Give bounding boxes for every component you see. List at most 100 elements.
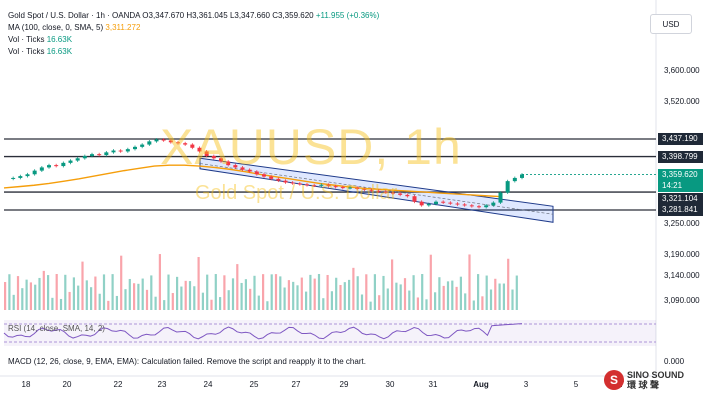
- candle-body: [211, 155, 216, 159]
- candle-body: [39, 167, 44, 171]
- volume-bar: [38, 277, 41, 310]
- volume-bar: [339, 284, 342, 310]
- high-value: H3,361.045: [186, 11, 228, 20]
- candle-body: [283, 180, 288, 183]
- candle-body: [176, 142, 180, 144]
- ma-value: 3,311.272: [105, 23, 141, 32]
- candle-body: [168, 140, 173, 143]
- candle-body: [376, 190, 381, 192]
- candle-body: [47, 165, 51, 168]
- x-tick-label: 22: [113, 380, 123, 389]
- volume-bar: [223, 275, 226, 310]
- candle-body: [491, 202, 496, 206]
- price-tick-label: 3,090.000: [664, 296, 700, 305]
- volume-bar: [4, 282, 7, 310]
- volume-bar: [416, 297, 419, 310]
- volume-bar: [498, 283, 501, 310]
- price-tick-label: 3,250.000: [664, 219, 700, 228]
- vol-info-row-1[interactable]: Vol · Ticks 16.63K: [8, 34, 72, 45]
- volume-bar: [29, 282, 32, 310]
- volume-bar: [107, 300, 110, 310]
- volume-bar: [309, 274, 312, 310]
- volume-bar: [163, 300, 166, 310]
- candle-body: [498, 192, 503, 203]
- x-tick-label: 30: [385, 380, 395, 389]
- level-label-3281: 3,281.841: [658, 204, 703, 216]
- volume-bar: [201, 292, 204, 310]
- volume-bar: [236, 264, 239, 310]
- volume-bar: [446, 281, 450, 310]
- volume-bar: [412, 275, 415, 310]
- volume-bar: [193, 286, 196, 310]
- volume-bar: [158, 254, 161, 310]
- candle-body: [183, 143, 188, 145]
- volume-bar: [150, 275, 153, 310]
- volume-bar: [369, 301, 372, 310]
- candle-body: [319, 184, 324, 186]
- vol-value-1: 16.63K: [46, 35, 73, 44]
- symbol-info-row: Gold Spot / U.S. Dollar · 1h · OANDA O3,…: [8, 10, 379, 21]
- volume-bar: [227, 290, 230, 310]
- candle-body: [11, 177, 16, 179]
- volume-bar: [403, 278, 407, 310]
- volume-bar: [348, 279, 351, 310]
- volume-bar: [455, 286, 458, 310]
- volume-bar: [231, 278, 235, 310]
- watermark-symbol: XAUUSD, 1h: [160, 119, 462, 175]
- candle-body: [140, 144, 145, 147]
- volume-bar: [442, 285, 445, 310]
- volume-bar: [145, 289, 149, 310]
- volume-bar: [395, 282, 398, 310]
- x-tick-label: 20: [62, 380, 72, 389]
- volume-bar: [408, 290, 411, 310]
- candle-body: [233, 165, 238, 168]
- volume-bar: [502, 283, 505, 310]
- volume-bar: [386, 288, 389, 310]
- candle-body: [326, 184, 331, 187]
- x-tick-label: 31: [428, 380, 438, 389]
- candle-body: [391, 192, 395, 194]
- brand-logo: S SINO SOUND 環 球 聲: [604, 370, 684, 390]
- candle-body: [125, 149, 130, 152]
- volume-bar: [305, 291, 308, 310]
- price-tick-label: 0.000: [664, 357, 685, 366]
- candle-body: [441, 201, 446, 203]
- candle-body: [190, 144, 195, 148]
- x-tick-label: 18: [21, 380, 31, 389]
- candle-body: [505, 181, 510, 193]
- volume-bar: [373, 274, 376, 310]
- candle-body: [455, 203, 460, 205]
- volume-bar: [421, 274, 424, 310]
- x-tick-label: 23: [157, 380, 167, 389]
- volume-bar: [283, 287, 286, 310]
- volume-bar: [365, 274, 368, 310]
- candle-body: [97, 154, 102, 156]
- volume-bar: [171, 293, 174, 310]
- vol-info-row-2[interactable]: Vol · Ticks 16.63K: [8, 46, 72, 57]
- candle-body: [25, 174, 30, 177]
- symbol-title[interactable]: Gold Spot / U.S. Dollar · 1h · OANDA: [8, 11, 141, 20]
- candle-body: [54, 165, 59, 167]
- volume-bar: [434, 292, 437, 310]
- volume-bar: [262, 274, 265, 310]
- rsi-label[interactable]: RSI (14, close, SMA, 14, 2): [8, 324, 105, 333]
- watermark-name: Gold Spot / U.S. Dollar: [195, 182, 398, 204]
- volume-bar: [253, 275, 256, 310]
- volume-bar: [16, 276, 20, 310]
- volume-bar: [137, 283, 140, 310]
- logo-text: SINO SOUND 環 球 聲: [627, 370, 684, 390]
- candle-body: [512, 177, 517, 182]
- ma-info-row[interactable]: MA (100, close, 0, SMA, 5) 3,311.272: [8, 22, 140, 33]
- volume-bar: [188, 281, 192, 310]
- volume-bar: [472, 300, 475, 310]
- volume-bar: [81, 261, 84, 310]
- candle-body: [111, 150, 116, 153]
- macd-label[interactable]: MACD (12, 26, close, 9, EMA, EMA): Calcu…: [8, 357, 366, 366]
- volume-bar: [438, 277, 441, 310]
- currency-button[interactable]: USD: [650, 14, 692, 34]
- ma-line: [3, 164, 501, 198]
- vol-label-2: Vol · Ticks: [8, 47, 45, 56]
- volume-bar: [300, 277, 303, 310]
- candle-body: [197, 147, 202, 152]
- volume-bar: [292, 281, 295, 310]
